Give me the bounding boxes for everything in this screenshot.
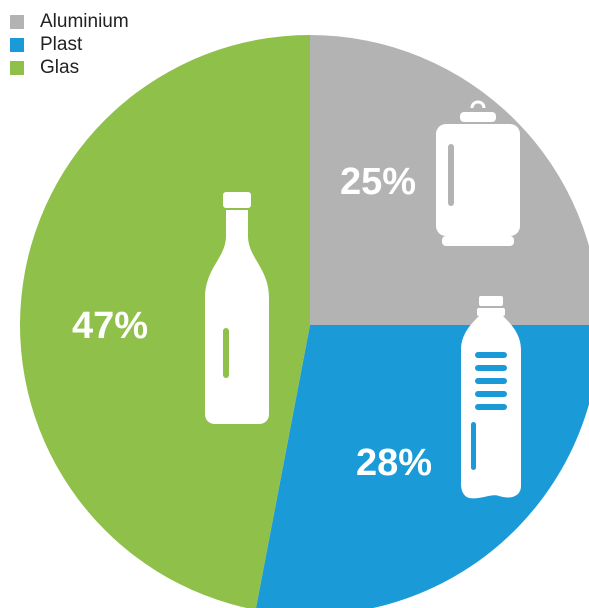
slice-label-aluminium: 25% <box>340 161 416 203</box>
legend-swatch <box>10 60 24 75</box>
legend-label: Glas <box>40 57 80 78</box>
legend: Aluminium Plast Glas <box>10 10 129 79</box>
slice-labels: 25% 28% 47% <box>72 161 432 484</box>
can-icon <box>436 100 520 246</box>
slice-icons <box>205 100 521 499</box>
legend-item-plast: Plast <box>10 33 129 56</box>
legend-item-aluminium: Aluminium <box>10 10 129 33</box>
glass-bottle-icon <box>205 192 269 424</box>
slice-label-plast: 28% <box>356 442 432 484</box>
slice-label-glas: 47% <box>72 305 148 347</box>
plastic-bottle-icon <box>461 296 521 499</box>
pie-slice-glas <box>20 35 310 608</box>
legend-swatch <box>10 14 24 29</box>
legend-label: Aluminium <box>40 11 129 32</box>
legend-label: Plast <box>40 34 83 55</box>
legend-item-glas: Glas <box>10 56 129 79</box>
legend-swatch <box>10 37 24 52</box>
